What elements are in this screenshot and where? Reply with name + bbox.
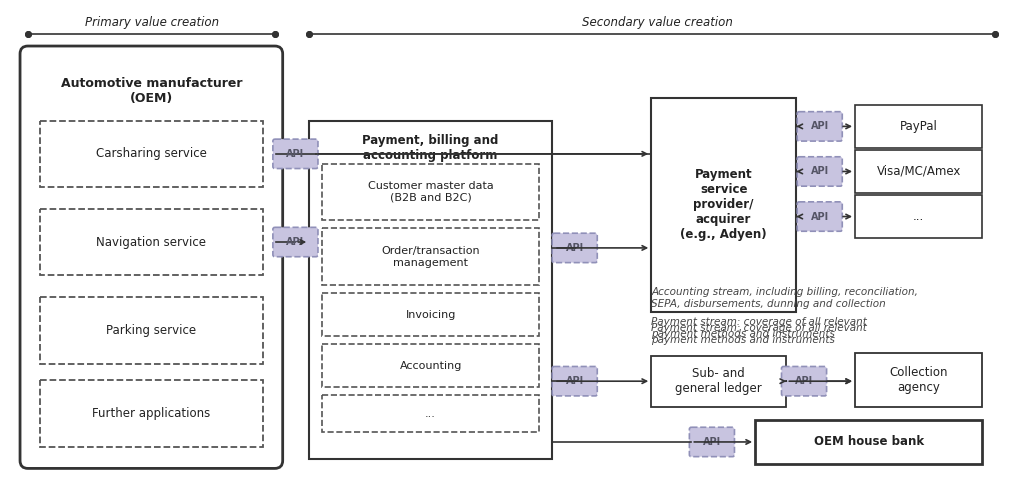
FancyBboxPatch shape	[40, 297, 263, 364]
Text: Payment
service
provider/
acquirer
(e.g., Adyen): Payment service provider/ acquirer (e.g.…	[680, 169, 767, 241]
Text: Payment stream: coverage of all relevant
payment methods and instruments: Payment stream: coverage of all relevant…	[651, 323, 867, 345]
Text: Primary value creation: Primary value creation	[85, 16, 219, 29]
FancyBboxPatch shape	[755, 420, 982, 464]
FancyBboxPatch shape	[552, 367, 597, 396]
Text: API: API	[811, 121, 828, 131]
FancyBboxPatch shape	[322, 228, 540, 285]
Text: API: API	[287, 237, 304, 247]
Text: API: API	[811, 211, 828, 222]
FancyBboxPatch shape	[20, 46, 283, 468]
Text: PayPal: PayPal	[900, 120, 938, 133]
FancyBboxPatch shape	[272, 139, 318, 169]
FancyBboxPatch shape	[322, 164, 540, 221]
FancyBboxPatch shape	[855, 105, 982, 148]
FancyBboxPatch shape	[40, 120, 263, 187]
Text: Carsharing service: Carsharing service	[96, 148, 207, 160]
FancyBboxPatch shape	[322, 344, 540, 387]
Text: Secondary value creation: Secondary value creation	[582, 16, 732, 29]
Text: Parking service: Parking service	[106, 324, 197, 337]
Text: API: API	[795, 376, 813, 386]
FancyBboxPatch shape	[40, 380, 263, 447]
Text: API: API	[811, 167, 828, 176]
Text: Payment, billing and
accounting platform: Payment, billing and accounting platform	[362, 134, 499, 162]
Text: OEM house bank: OEM house bank	[814, 435, 924, 449]
Text: Automotive manufacturer
(OEM): Automotive manufacturer (OEM)	[60, 77, 242, 105]
Text: Sub- and
general ledger: Sub- and general ledger	[676, 367, 762, 395]
Text: Visa/MC/Amex: Visa/MC/Amex	[877, 165, 961, 178]
Text: Customer master data
(B2B and B2C): Customer master data (B2B and B2C)	[368, 181, 494, 203]
FancyBboxPatch shape	[855, 195, 982, 238]
FancyBboxPatch shape	[651, 356, 786, 407]
Text: API: API	[287, 149, 304, 159]
FancyBboxPatch shape	[322, 395, 540, 432]
Text: Collection
agency: Collection agency	[890, 366, 948, 393]
FancyBboxPatch shape	[552, 233, 597, 262]
FancyBboxPatch shape	[689, 427, 734, 457]
Text: API: API	[702, 437, 721, 447]
FancyBboxPatch shape	[855, 353, 982, 407]
Text: ...: ...	[913, 210, 925, 223]
FancyBboxPatch shape	[797, 202, 843, 231]
Text: Order/transaction
management: Order/transaction management	[381, 246, 480, 267]
FancyBboxPatch shape	[272, 227, 318, 257]
FancyBboxPatch shape	[309, 120, 552, 459]
FancyBboxPatch shape	[855, 150, 982, 193]
Text: Navigation service: Navigation service	[96, 236, 207, 248]
FancyBboxPatch shape	[797, 112, 843, 141]
Text: Further applications: Further applications	[92, 407, 211, 420]
FancyBboxPatch shape	[40, 209, 263, 275]
FancyBboxPatch shape	[797, 157, 843, 186]
Text: Accounting: Accounting	[399, 360, 462, 371]
Text: Payment stream: coverage of all relevant
payment methods and instruments: Payment stream: coverage of all relevant…	[651, 318, 867, 339]
FancyBboxPatch shape	[651, 98, 797, 312]
FancyBboxPatch shape	[322, 293, 540, 336]
Text: API: API	[565, 376, 584, 386]
Text: Invoicing: Invoicing	[406, 310, 456, 319]
Text: Accounting stream, including billing, reconciliation,
SEPA, disbursements, dunni: Accounting stream, including billing, re…	[651, 287, 919, 309]
Text: ...: ...	[425, 409, 436, 418]
Text: API: API	[565, 243, 584, 253]
FancyBboxPatch shape	[781, 367, 826, 396]
